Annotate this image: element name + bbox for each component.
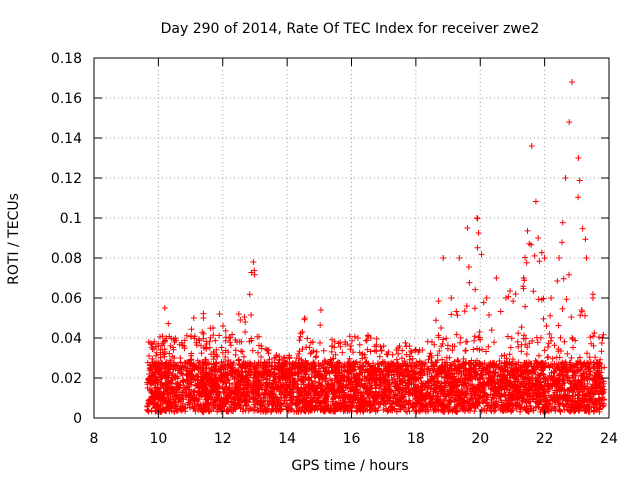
peak-point — [583, 255, 590, 261]
peak-point — [242, 319, 249, 325]
plot-frame — [93, 57, 610, 419]
x-tick-label: 22 — [536, 431, 554, 447]
scatter-points — [144, 119, 608, 415]
y-tick-labels: 0 0.02 0.04 0.06 0.08 0.1 0.12 0.14 0.16 0.18 — [51, 51, 82, 427]
peak-point — [556, 255, 563, 261]
x-tick-label: 14 — [278, 431, 296, 447]
peak-point — [155, 343, 162, 349]
peak-point — [393, 347, 400, 353]
peak-point — [448, 295, 455, 301]
peak-point — [541, 255, 548, 261]
x-tick-labels: 8 10 12 14 16 18 20 22 24 — [90, 431, 618, 447]
peak-point — [235, 311, 242, 317]
peak-point — [216, 311, 223, 317]
chart-title: Day 290 of 2014, Rate Of TEC Index for r… — [161, 21, 540, 37]
peak-point — [271, 355, 278, 361]
peak-point — [474, 215, 481, 221]
x-tick-label: 12 — [214, 431, 232, 447]
peak-point — [145, 339, 152, 345]
peak-point — [181, 343, 188, 349]
peak-point — [190, 315, 197, 321]
peak-point — [589, 295, 596, 301]
peak-point — [342, 339, 349, 345]
peak-point — [528, 143, 535, 149]
peak-point — [428, 339, 435, 345]
y-tick-label: 0.06 — [51, 291, 82, 307]
peak-point — [367, 335, 374, 341]
peak-point — [354, 335, 361, 341]
peak-point — [301, 315, 308, 321]
x-tick-label: 8 — [90, 431, 99, 447]
peak-point — [456, 255, 463, 261]
peak-point — [210, 325, 217, 331]
y-tick-label: 0 — [73, 411, 82, 427]
x-tick-label: 24 — [600, 431, 618, 447]
y-axis-label: ROTI / TECUs — [6, 193, 22, 285]
grid-lines — [94, 58, 609, 418]
peak-point — [520, 275, 527, 281]
peak-point — [250, 259, 257, 265]
y-tick-label: 0.08 — [51, 251, 82, 267]
peak-point — [440, 255, 447, 261]
data-points — [144, 79, 608, 415]
peak-point — [535, 235, 542, 241]
x-tick-label: 16 — [343, 431, 361, 447]
peak-point — [317, 307, 324, 313]
y-tick-label: 0.02 — [51, 371, 82, 387]
x-tick-label: 10 — [149, 431, 167, 447]
peak-point — [575, 155, 582, 161]
peak-point — [171, 339, 178, 345]
y-tick-label: 0.04 — [51, 331, 82, 347]
x-axis-label: GPS time / hours — [291, 458, 408, 474]
y-tick-label: 0.1 — [60, 211, 82, 227]
peak-point — [503, 295, 509, 301]
axis-ticks — [93, 57, 610, 419]
peak-point — [293, 355, 300, 361]
y-tick-label: 0.14 — [51, 131, 82, 147]
peak-point — [406, 343, 413, 349]
peak-point — [226, 335, 233, 341]
peak-point — [493, 275, 500, 281]
peak-point — [161, 305, 168, 311]
peak-point — [200, 315, 207, 321]
x-tick-label: 20 — [471, 431, 489, 447]
peak-point — [258, 343, 265, 349]
peak-point — [483, 295, 490, 301]
peak-point — [568, 79, 575, 85]
peak-point — [284, 359, 291, 365]
y-tick-label: 0.12 — [51, 171, 82, 187]
peak-point — [512, 291, 519, 297]
y-tick-label: 0.16 — [51, 91, 82, 107]
peak-point — [419, 347, 426, 353]
y-tick-label: 0.18 — [51, 51, 82, 67]
peak-point — [309, 339, 316, 345]
peak-point — [548, 295, 555, 301]
peak-point — [380, 343, 387, 349]
x-tick-label: 18 — [407, 431, 425, 447]
peak-point — [562, 175, 569, 181]
peak-point — [464, 225, 471, 231]
peak-point — [329, 343, 336, 349]
